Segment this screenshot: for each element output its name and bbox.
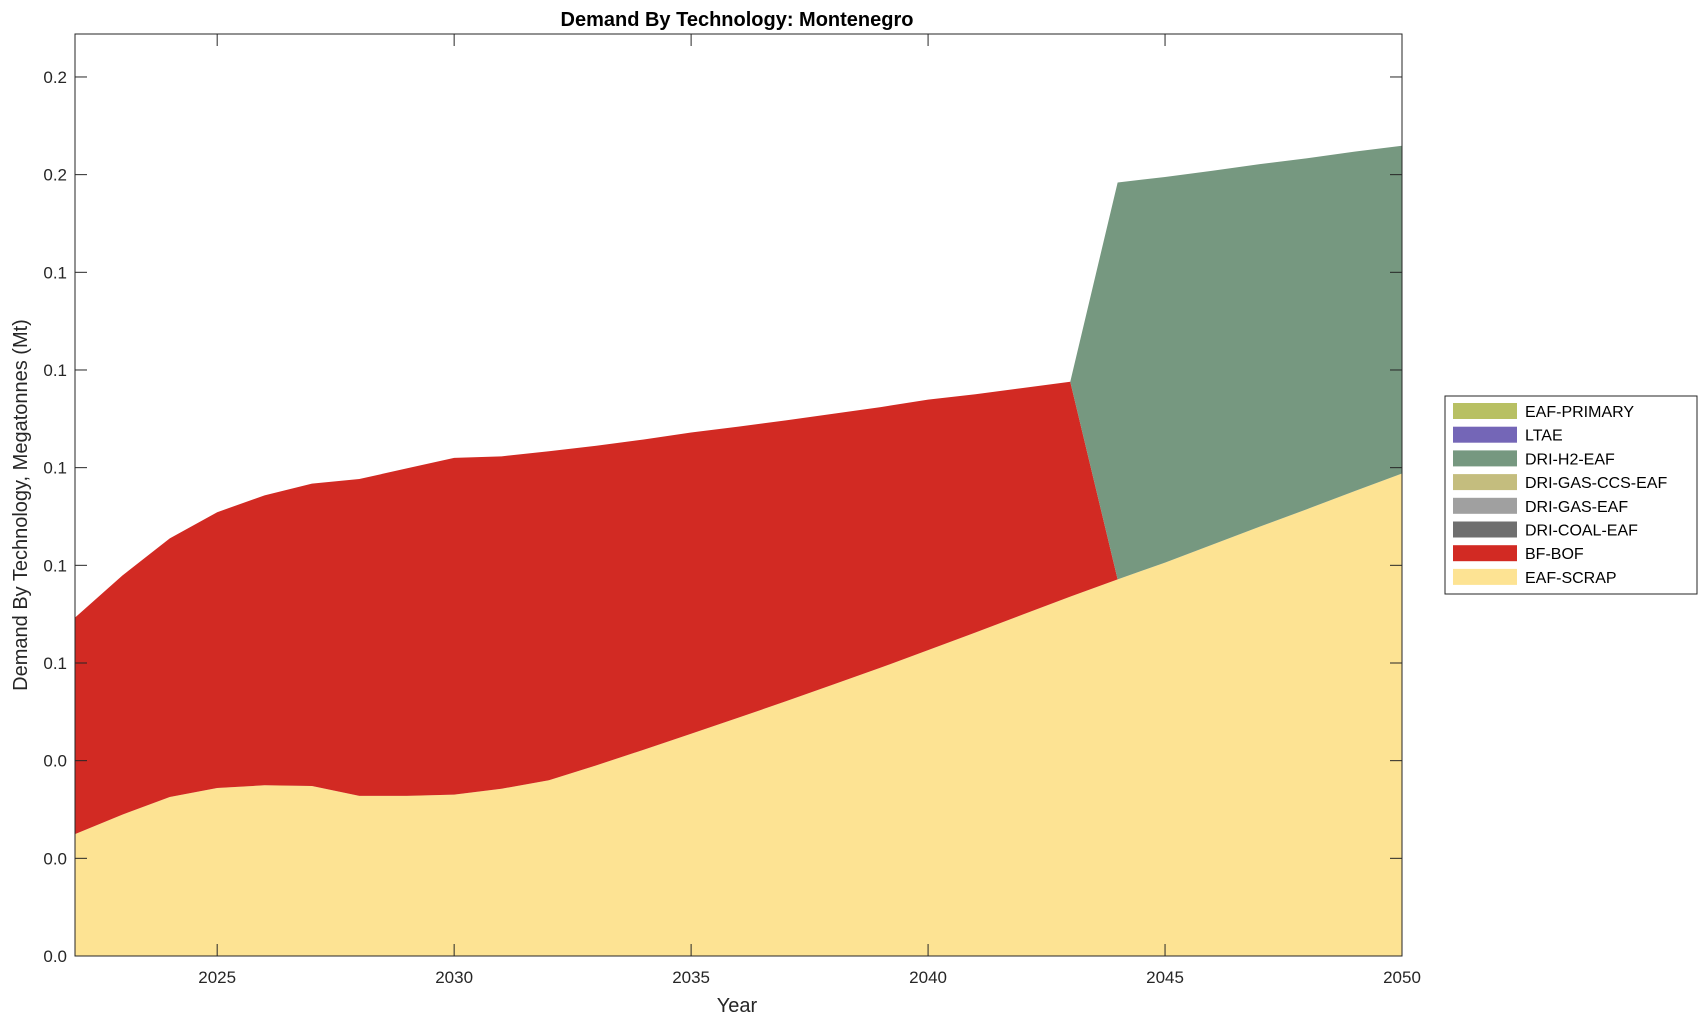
- legend-label: DRI-GAS-CCS-EAF: [1525, 475, 1667, 492]
- legend-label: DRI-COAL-EAF: [1525, 523, 1638, 540]
- legend-swatch: [1453, 474, 1517, 491]
- y-tick-label: 0.1: [43, 556, 67, 575]
- plot-areas: [75, 145, 1402, 956]
- legend-label: LTAE: [1525, 428, 1563, 445]
- y-axis-label: Demand By Technology, Megatonnes (Mt): [10, 319, 32, 691]
- x-tick-label: 2035: [672, 968, 710, 987]
- y-tick-label: 0.1: [43, 361, 67, 380]
- x-tick-label: 2030: [435, 968, 473, 987]
- x-tick-label: 2025: [198, 968, 236, 987]
- y-tick-label: 0.1: [43, 459, 67, 478]
- legend-swatch: [1453, 403, 1517, 419]
- legend-box: [1444, 395, 1698, 595]
- x-axis-label: Year: [717, 995, 758, 1017]
- plot-frame: [74, 33, 1403, 957]
- y-axis: 0.0 0.0 0.0 0.1 0.1 0.1 0.1 0.1 0.2 0.2: [43, 68, 1402, 966]
- x-tick-label: 2050: [1383, 968, 1421, 987]
- y-tick-label: 0.0: [43, 752, 67, 771]
- chart-title: Demand By Technology: Montenegro: [561, 9, 914, 31]
- x-tick-label: 2045: [1146, 968, 1184, 987]
- legend-items: EAF-PRIMARY LTAE DRI-H2-EAF DRI-GAS-CCS-EAF…: [1453, 403, 1667, 587]
- area-eaf-scrap: [75, 473, 1402, 956]
- y-tick-label: 0.2: [43, 68, 67, 87]
- legend-swatch: [1453, 426, 1517, 443]
- legend-swatch: [1453, 521, 1517, 538]
- y-tick-label: 0.1: [43, 654, 67, 673]
- legend-swatch: [1453, 568, 1517, 585]
- y-tick-label: 0.1: [43, 263, 67, 282]
- legend-label: DRI-H2-EAF: [1525, 451, 1615, 468]
- area-bf-bof: [75, 381, 1402, 835]
- y-tick-label: 0.2: [43, 166, 67, 185]
- legend-swatch: [1453, 497, 1517, 514]
- y-tick-label: 0.0: [43, 849, 67, 868]
- legend-label: EAF-PRIMARY: [1525, 404, 1634, 421]
- legend-swatch: [1453, 450, 1517, 467]
- legend-swatch: [1453, 545, 1517, 562]
- legend: EAF-PRIMARY LTAE DRI-H2-EAF DRI-GAS-CCS-EAF…: [1444, 395, 1698, 595]
- legend-label: DRI-GAS-EAF: [1525, 499, 1628, 516]
- legend-label: EAF-SCRAP: [1525, 570, 1617, 587]
- area-dri-h2-eaf: [75, 145, 1402, 618]
- x-tick-label: 2040: [909, 968, 947, 987]
- legend-label: BF-BOF: [1525, 546, 1584, 563]
- x-axis: 2025 2030 2035 2040 2045 2050: [198, 34, 1421, 987]
- y-tick-label: 0.0: [43, 947, 67, 966]
